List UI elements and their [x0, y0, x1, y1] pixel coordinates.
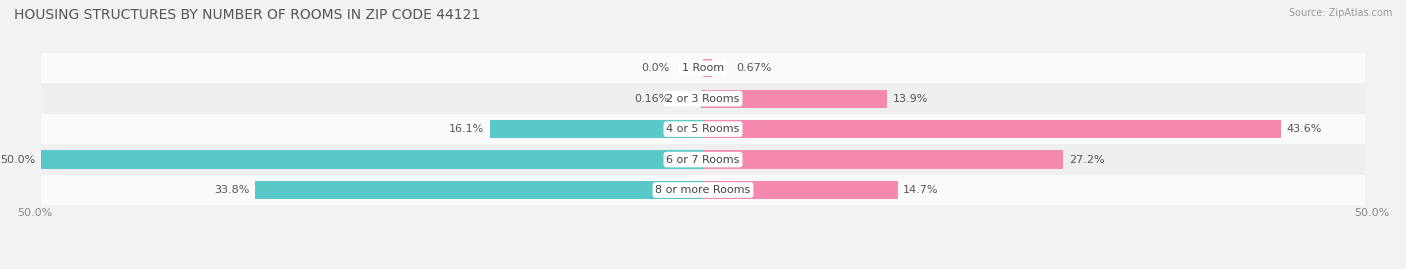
Bar [700, 90, 703, 108]
Text: 0.16%: 0.16% [634, 94, 669, 104]
Text: 27.2%: 27.2% [1069, 155, 1104, 165]
Bar [41, 114, 1365, 144]
Text: HOUSING STRUCTURES BY NUMBER OF ROOMS IN ZIP CODE 44121: HOUSING STRUCTURES BY NUMBER OF ROOMS IN… [14, 8, 481, 22]
Bar [703, 150, 1063, 169]
Text: 2 or 3 Rooms: 2 or 3 Rooms [666, 94, 740, 104]
Text: 43.6%: 43.6% [1286, 124, 1322, 134]
Text: 50.0%: 50.0% [0, 155, 35, 165]
Bar [703, 120, 1281, 138]
Text: 0.0%: 0.0% [641, 63, 669, 73]
Text: 0.67%: 0.67% [737, 63, 772, 73]
Bar [41, 53, 1365, 83]
Text: 13.9%: 13.9% [893, 94, 928, 104]
Bar [41, 144, 1365, 175]
Bar [489, 120, 703, 138]
Bar [256, 181, 703, 199]
Text: 16.1%: 16.1% [449, 124, 485, 134]
Bar [703, 59, 711, 77]
Bar [703, 181, 898, 199]
Text: 14.7%: 14.7% [903, 185, 939, 195]
Bar [41, 83, 1365, 114]
Bar [703, 90, 887, 108]
Text: 50.0%: 50.0% [17, 208, 52, 218]
Bar [41, 150, 703, 169]
Text: 6 or 7 Rooms: 6 or 7 Rooms [666, 155, 740, 165]
Text: 33.8%: 33.8% [215, 185, 250, 195]
Text: 8 or more Rooms: 8 or more Rooms [655, 185, 751, 195]
Text: 50.0%: 50.0% [1354, 208, 1389, 218]
Text: Source: ZipAtlas.com: Source: ZipAtlas.com [1288, 8, 1392, 18]
Text: 4 or 5 Rooms: 4 or 5 Rooms [666, 124, 740, 134]
Bar [41, 175, 1365, 205]
Text: 1 Room: 1 Room [682, 63, 724, 73]
